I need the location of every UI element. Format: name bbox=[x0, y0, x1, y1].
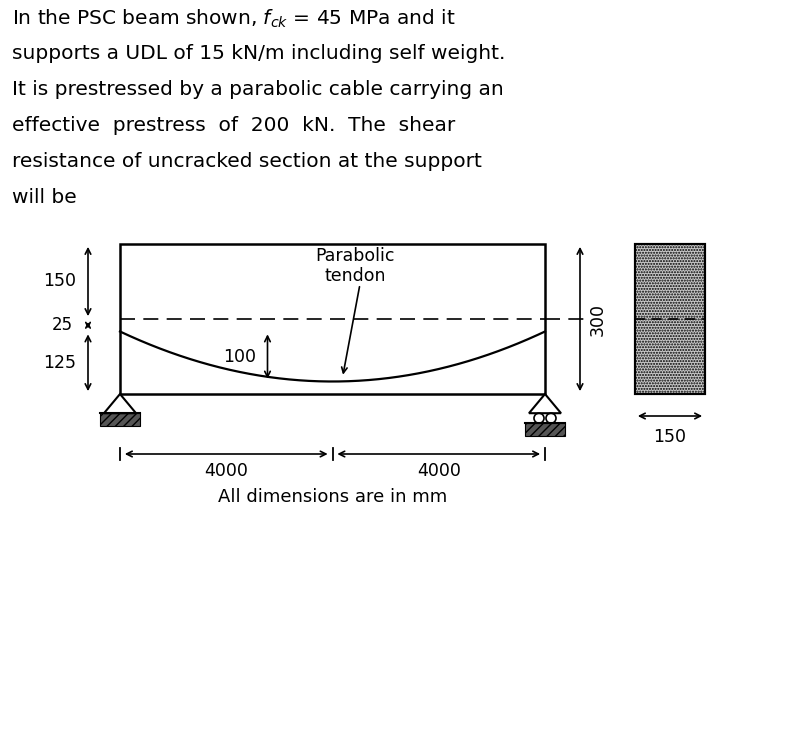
Text: 300: 300 bbox=[589, 302, 607, 335]
Text: In the PSC beam shown, $f_{ck}$ = 45 MPa and it: In the PSC beam shown, $f_{ck}$ = 45 MPa… bbox=[12, 8, 455, 30]
Text: 25: 25 bbox=[51, 316, 73, 334]
Text: 4000: 4000 bbox=[417, 462, 461, 480]
Bar bbox=[100, 413, 140, 426]
Text: supports a UDL of 15 kN/m including self weight.: supports a UDL of 15 kN/m including self… bbox=[12, 44, 506, 63]
Bar bbox=[635, 244, 705, 394]
Bar bbox=[525, 424, 565, 436]
Text: 150: 150 bbox=[654, 428, 686, 446]
Text: It is prestressed by a parabolic cable carrying an: It is prestressed by a parabolic cable c… bbox=[12, 80, 504, 99]
Text: Parabolic
tendon: Parabolic tendon bbox=[315, 247, 394, 286]
Text: effective  prestress  of  200  kN.  The  shear: effective prestress of 200 kN. The shear bbox=[12, 116, 455, 135]
Bar bbox=[120, 244, 545, 394]
Text: 4000: 4000 bbox=[204, 462, 248, 480]
Bar bbox=[635, 244, 705, 394]
Text: 125: 125 bbox=[43, 354, 77, 371]
Text: 150: 150 bbox=[43, 272, 77, 291]
Text: resistance of uncracked section at the support: resistance of uncracked section at the s… bbox=[12, 152, 482, 171]
Text: will be: will be bbox=[12, 188, 77, 207]
Text: 100: 100 bbox=[223, 347, 256, 366]
Text: All dimensions are in mm: All dimensions are in mm bbox=[218, 488, 447, 506]
Polygon shape bbox=[529, 394, 561, 413]
Polygon shape bbox=[104, 394, 136, 413]
